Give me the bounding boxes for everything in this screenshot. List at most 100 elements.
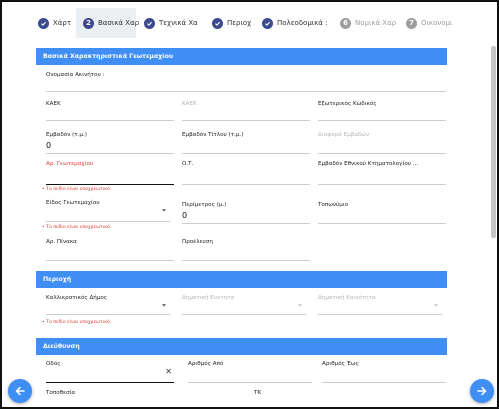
field-label: Τοπωνύμιο	[318, 202, 349, 208]
field-underline	[182, 153, 310, 154]
field-underline	[188, 382, 312, 383]
form-content: Βασικά Χαρακτηριστικά Γεωτεμαχίου Ονομασ…	[36, 45, 447, 407]
step-label: Χάρτ	[53, 19, 72, 27]
step-5[interactable]: Πολεοδομικά :	[262, 8, 327, 38]
next-step-button[interactable]	[470, 379, 494, 403]
field-label: Αρ. Γεωτεμαχίου	[46, 161, 94, 167]
section-address-header: Διεύθυνση	[36, 338, 447, 355]
close-icon[interactable]: ✕	[165, 367, 172, 376]
area-diff-field: Διαφορά Εμβαδών	[318, 132, 446, 154]
field-label: Εξωτερικός Κωδικός	[318, 101, 377, 107]
field-label: ΚΑΕΚ	[46, 101, 61, 107]
field-underline	[182, 223, 310, 224]
municipality-error: • Το πεδίο είναι υποχρεωτικό.	[42, 320, 112, 325]
field-underline	[46, 153, 174, 154]
field-label: ΤΚ	[254, 390, 262, 396]
postal-code-field[interactable]: ΤΚ	[254, 390, 434, 407]
field-label: Εμβαδόν Εθνικού Κτηματολογίου ...	[318, 161, 419, 167]
field-value: 0	[182, 211, 188, 220]
previous-step-button[interactable]	[8, 379, 32, 403]
section-basic-header: Βασικά Χαρακτηριστικά Γεωτεμαχίου	[36, 48, 447, 65]
municipality-select[interactable]: Καλλικρατικός Δήμος	[46, 295, 170, 315]
field-value: 0	[46, 141, 52, 150]
field-underline	[46, 260, 174, 261]
field-underline	[182, 314, 306, 315]
ot-field[interactable]: Ο.Τ.	[182, 161, 310, 185]
field-placeholder: ΚΑΕΚ	[182, 101, 197, 107]
plot-number-field[interactable]: Αρ. Γεωτεμαχίου	[46, 161, 174, 185]
number-from-field[interactable]: Αριθμός Από	[188, 361, 312, 383]
chevron-down-icon	[162, 304, 166, 307]
field-underline	[46, 221, 170, 222]
step-1[interactable]: Χάρτ	[38, 8, 71, 38]
field-label: Δημοτική Κοινότητα	[318, 295, 376, 301]
step-number: 6	[340, 17, 351, 29]
chevron-down-icon	[434, 304, 438, 307]
field-underline	[318, 184, 446, 185]
step-7[interactable]: 7 Οικονομι	[406, 8, 452, 38]
field-label: Αριθμός Από	[188, 361, 224, 367]
kaek-field[interactable]: ΚΑΕΚ	[46, 101, 174, 121]
field-label: Αριθμός Έως	[322, 361, 359, 367]
location-field[interactable]: Τοπωνύμιο	[318, 202, 446, 224]
municipal-unit-select: Δημοτική Ενότητα	[182, 295, 306, 315]
field-label: Δημοτική Ενότητα	[182, 295, 235, 301]
step-6[interactable]: 6 Νομικά Χαρ	[340, 8, 396, 38]
plot-type-select[interactable]: Είδος Γεωτεμαχίου	[46, 200, 170, 222]
step-label: Πολεοδομικά :	[277, 19, 328, 27]
field-underline	[182, 120, 310, 121]
title-area-field[interactable]: Εμβαδόν Τίτλου (τ.μ.)	[182, 132, 310, 154]
arrow-right-icon	[477, 386, 487, 396]
field-label: Είδος Γεωτεμαχίου	[46, 200, 100, 206]
section-area-header: Περιοχή	[36, 271, 447, 288]
perimeter-field[interactable]: Περίμετρος (μ.) 0	[182, 202, 310, 224]
board-number-field[interactable]: Αρ. Πίνακα	[46, 239, 174, 261]
field-underline	[182, 184, 310, 185]
step-label: Περιοχ	[227, 19, 252, 27]
field-underline	[46, 120, 174, 121]
number-to-field[interactable]: Αριθμός Έως	[322, 361, 446, 383]
ktimatologio-area-field[interactable]: Εμβαδόν Εθνικού Κτηματολογίου ...	[318, 161, 446, 185]
field-underline	[318, 120, 446, 121]
step-label: Νομικά Χαρ	[355, 19, 397, 27]
internal-code-field[interactable]: Εξωτερικός Κωδικός	[318, 101, 446, 121]
step-2[interactable]: 2 Βασικά Χαρ	[76, 8, 140, 38]
chevron-down-icon	[298, 304, 302, 307]
community-select: Δημοτική Κοινότητα	[318, 295, 442, 315]
arrow-left-icon	[15, 386, 25, 396]
field-underline	[322, 382, 446, 383]
step-number: 2	[83, 17, 94, 29]
step-label: Βασικά Χαρ	[98, 19, 140, 27]
check-icon	[262, 17, 273, 29]
check-icon	[38, 17, 49, 29]
check-icon	[144, 17, 155, 29]
step-label: Οικονομι	[421, 19, 453, 27]
field-underline	[46, 381, 174, 383]
locality-field[interactable]: Τοποθεσία	[46, 390, 246, 407]
scrollbar-thumb[interactable]	[491, 46, 496, 238]
field-label: Διαφορά Εμβαδών	[318, 132, 370, 138]
field-label: Καλλικρατικός Δήμος	[46, 295, 108, 301]
origin-field[interactable]: Προέλευση	[182, 239, 310, 261]
step-3[interactable]: Τεχνικά Χα	[144, 8, 198, 38]
field-label: Ο.Τ.	[182, 161, 194, 167]
field-label: Εμβαδόν (τ.μ.)	[46, 132, 87, 138]
field-underline	[46, 314, 170, 315]
street-field[interactable]: Οδός ✕	[46, 361, 174, 383]
field-label: Οδός	[46, 361, 61, 367]
field-label: Αρ. Πίνακα	[46, 239, 77, 245]
chevron-down-icon	[162, 209, 166, 212]
field-label: Εμβαδόν Τίτλου (τ.μ.)	[182, 132, 244, 138]
area-field[interactable]: Εμβαδόν (τ.μ.) 0	[46, 132, 174, 154]
kaek-input[interactable]: ΚΑΕΚ	[182, 101, 310, 121]
field-underline	[318, 153, 446, 154]
field-underline	[318, 314, 442, 315]
plot-number-error: • Το πεδίο είναι υποχρεωτικό.	[42, 187, 112, 192]
field-underline	[182, 260, 310, 261]
field-underline	[46, 91, 446, 92]
field-label: Ονομασία Ακινήτου :	[46, 72, 105, 78]
property-name-field[interactable]: Ονομασία Ακινήτου :	[46, 72, 446, 92]
step-label: Τεχνικά Χα	[159, 19, 198, 27]
step-4[interactable]: Περιοχ	[212, 8, 251, 38]
